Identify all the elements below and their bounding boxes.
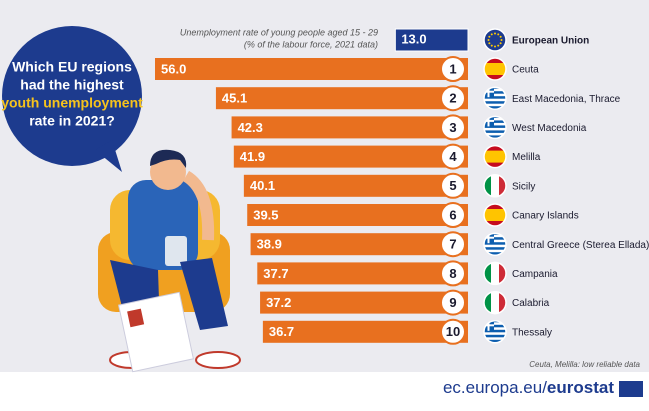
flag: [484, 262, 506, 285]
subtitle: Unemployment rate of young people aged 1…: [180, 27, 378, 37]
flag-ring: [483, 86, 507, 110]
bar: [243, 174, 468, 197]
note: Ceuta, Melilla: low reliable data: [529, 360, 640, 369]
category-label: West Macedonia: [512, 123, 587, 134]
rank-badge: [440, 289, 466, 316]
rank: 3: [449, 120, 456, 135]
category-label: Ceuta: [512, 65, 539, 76]
rank: 9: [449, 295, 456, 310]
footer-domain: ec.europa.eu/: [443, 378, 547, 397]
footer-text: ec.europa.eu/eurostat: [443, 378, 614, 397]
rank-badge: [440, 172, 466, 199]
value-label: 36.7: [269, 324, 294, 339]
category-label: Melilla: [512, 152, 541, 163]
flag-ring: [483, 290, 507, 315]
subtitle: (% of the labour force, 2021 data): [244, 39, 378, 49]
bar: [233, 145, 468, 168]
title-line: had the highest: [20, 77, 124, 93]
rank: 7: [449, 237, 456, 252]
value-label: 42.3: [238, 120, 263, 135]
flag-ring: [483, 144, 507, 169]
bar: [231, 116, 468, 139]
category-label: East Macedonia, Thrace: [512, 94, 621, 105]
rank: 8: [449, 266, 456, 281]
rank-badge: [440, 114, 466, 141]
flag: [484, 87, 506, 110]
flag-ring: [483, 320, 507, 344]
rank: 4: [449, 149, 457, 164]
footer-brand: eurostat: [547, 378, 614, 397]
rank: 2: [449, 91, 456, 106]
category-label: Thessaly: [512, 327, 552, 338]
flag: [484, 116, 506, 139]
bar: [260, 291, 468, 314]
flag-ring: [483, 115, 507, 140]
speech-bubble: [2, 26, 142, 172]
title-line: Which EU regions: [12, 59, 132, 75]
bar: [155, 58, 468, 80]
rank-badge: [440, 85, 466, 112]
title-line: rate in 2021?: [29, 113, 115, 129]
rank-badge: [440, 260, 466, 287]
value-label: 37.7: [263, 266, 288, 281]
flag: [484, 291, 506, 314]
value-label: 38.9: [257, 237, 282, 252]
flag-ring: [483, 174, 507, 198]
flag: [484, 58, 506, 80]
category-label: Sicily: [512, 181, 535, 192]
value-label: 40.1: [250, 178, 275, 193]
flag: [484, 145, 506, 168]
bar: [247, 204, 468, 226]
flag: [484, 174, 506, 197]
rank-badge: [440, 318, 466, 345]
flag-ring: [483, 28, 507, 52]
value-label: 41.9: [240, 149, 265, 164]
value-label: 56.0: [161, 61, 186, 76]
category-label: Calabria: [512, 298, 550, 309]
flag: [484, 29, 506, 51]
reference-name: European Union: [512, 36, 589, 47]
value-label: 39.5: [253, 207, 278, 222]
rank: 6: [449, 207, 456, 222]
rank-badge: [440, 56, 466, 82]
reference-bar: [394, 28, 469, 52]
category-label: Canary Islands: [512, 211, 579, 222]
flag-ring: [483, 57, 507, 81]
bar: [262, 320, 468, 343]
rank: 10: [446, 324, 460, 339]
illustration: [98, 149, 241, 373]
flag-ring: [483, 232, 507, 256]
rank-badge: [440, 143, 466, 170]
category-label: Campania: [512, 269, 558, 280]
value-label: 45.1: [222, 91, 247, 106]
footer-band: [0, 372, 649, 406]
flag-ring: [483, 203, 507, 227]
category-label: Central Greece (Sterea Ellada): [512, 240, 649, 251]
flag: [484, 204, 506, 226]
rank: 1: [449, 61, 456, 76]
bar: [250, 233, 468, 256]
value-label: 37.2: [266, 295, 291, 310]
rank-badge: [440, 231, 466, 258]
bar: [257, 262, 468, 285]
rank: 5: [449, 178, 456, 193]
title-highlight: youth unemployment: [1, 95, 143, 111]
flag-ring: [483, 261, 507, 286]
eu-logo: [619, 381, 643, 397]
bar: [215, 87, 468, 110]
rank-badge: [440, 202, 466, 228]
reference-value: 13.0: [401, 31, 426, 46]
